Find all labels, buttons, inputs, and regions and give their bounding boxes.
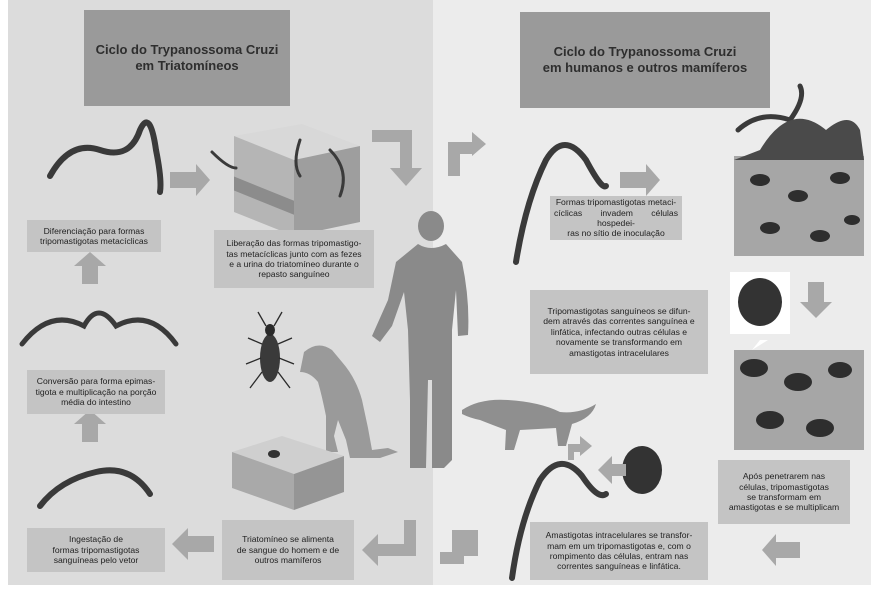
trypomastigote-top-left-icon (47, 119, 164, 195)
step-difundem: Tripomastigotas sanguíneos se difun- dem… (530, 290, 708, 374)
skin-parasite-3-icon (328, 148, 345, 198)
step-conversao: Conversão para forma epimas- tigota e mu… (27, 370, 165, 414)
epimastigote-left-icon (19, 310, 179, 347)
step-invadem: Formas tripomastigotas metaci- cíclicas … (550, 196, 682, 240)
parasite-icons (19, 83, 805, 581)
dog-silhouette-icon (300, 345, 398, 458)
step-amastigotas: Amastigotas intracelulares se transfor- … (530, 522, 708, 580)
tissue-top-icon (734, 118, 864, 256)
skin-parasite-2-icon (294, 138, 302, 178)
arrow-corner-small-icon (568, 436, 592, 460)
arrow-left-bottom-1-icon (172, 528, 214, 560)
human-silhouette-icon (372, 211, 469, 468)
arrow-down-icon (800, 282, 832, 318)
arrow-corner-top-left-icon (372, 130, 422, 186)
step-liberacao: Liberação das formas tripomastigo- tas m… (214, 230, 374, 288)
amastigote-cell-icon (622, 446, 662, 494)
skin-parasite-1-icon (210, 150, 238, 170)
arrow-right-1-icon (170, 164, 210, 196)
step-alimenta: Triatomíneo se alimenta de sangue do hom… (222, 520, 354, 580)
step-diferenciacao: Diferenciação para formas tripomastigota… (27, 220, 161, 252)
trypomastigote-bottom-right-icon (509, 461, 609, 581)
arrow-left-3-icon (598, 456, 626, 484)
trypomastigote-bottom-left-icon (37, 467, 153, 509)
step-ingestao: Ingestação de formas tripomastigotas san… (27, 528, 165, 572)
flow-arrows (74, 130, 832, 566)
anteater-silhouette-icon (462, 399, 596, 450)
arrow-corner-top-right-icon (436, 132, 486, 176)
step-penetrarem: Após penetrarem nas células, tripomastig… (718, 460, 850, 524)
arrow-corner-bottom-right-icon (440, 530, 478, 564)
arrow-up-2-icon (74, 410, 106, 442)
skin-block-bottom-icon (232, 436, 344, 510)
trypomastigote-right-icon (513, 142, 609, 265)
arrow-corner-bottom-left-icon (362, 520, 416, 566)
title-left: Ciclo do Trypanossoma Cruzi em Triatomín… (84, 10, 290, 106)
arrow-right-2-icon (620, 164, 660, 196)
tissue-parasite-icon (735, 83, 805, 133)
triatomine-bug-icon (245, 311, 295, 389)
skin-block-top-icon (234, 124, 360, 236)
arrow-left-4-icon (762, 534, 800, 566)
arrow-up-1-icon (74, 252, 106, 284)
amastigote-closeup-icon (730, 272, 790, 350)
title-right: Ciclo do Trypanossoma Cruzi em humanos e… (520, 12, 770, 108)
tissue-bottom-icon (734, 350, 864, 450)
